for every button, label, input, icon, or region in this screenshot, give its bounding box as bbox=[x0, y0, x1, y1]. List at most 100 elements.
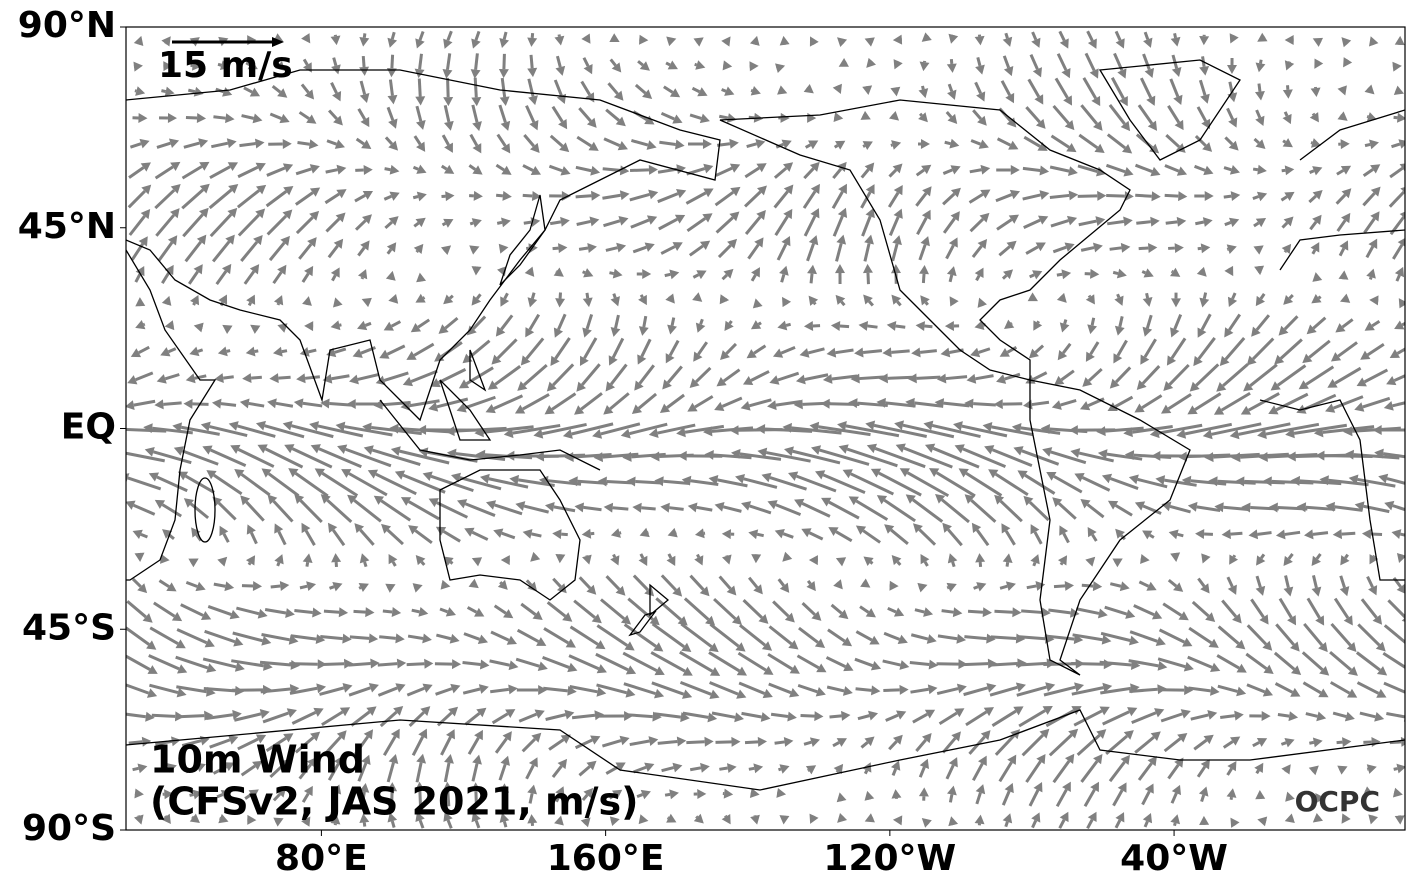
wind-vector-head bbox=[589, 216, 600, 227]
wind-vector bbox=[180, 603, 204, 617]
wind-vector-head bbox=[626, 476, 636, 487]
wind-vector-head bbox=[493, 528, 504, 538]
wind-vector bbox=[1177, 532, 1184, 538]
wind-vector bbox=[464, 395, 496, 410]
wind-vector bbox=[663, 85, 674, 94]
wind-vector-head bbox=[1268, 502, 1278, 513]
wind-vector bbox=[921, 273, 926, 284]
wind-vector-head bbox=[681, 475, 692, 486]
wind-vector bbox=[1134, 163, 1153, 173]
wind-vector-head bbox=[669, 269, 680, 280]
wind-vector-head bbox=[501, 143, 511, 154]
wind-vector bbox=[496, 133, 507, 147]
wind-vector-head bbox=[722, 60, 733, 71]
wind-vector bbox=[1363, 368, 1389, 384]
wind-vector bbox=[581, 363, 601, 386]
wind-vector bbox=[1034, 344, 1045, 354]
wind-vector bbox=[603, 137, 621, 148]
wind-vector-head bbox=[214, 373, 224, 384]
wind-vector bbox=[203, 686, 236, 693]
wind-vector bbox=[669, 506, 684, 511]
wind-vector bbox=[264, 447, 304, 469]
wind-vector bbox=[181, 449, 219, 466]
wind-vector bbox=[860, 168, 870, 179]
wind-vector-head bbox=[1124, 191, 1134, 202]
wind-vector-head bbox=[726, 113, 737, 123]
wind-vector bbox=[1335, 193, 1347, 205]
wind-vector-head bbox=[808, 140, 819, 150]
wind-vector-head bbox=[1097, 190, 1107, 201]
wind-vector-head bbox=[814, 638, 826, 648]
wind-vector bbox=[543, 627, 570, 645]
wind-vector bbox=[1188, 686, 1211, 693]
wind-vector-head bbox=[555, 553, 566, 564]
wind-vector-head bbox=[924, 443, 936, 453]
wind-vector-head bbox=[735, 473, 746, 484]
wind-vector bbox=[161, 89, 167, 94]
wind-vector-head bbox=[146, 688, 158, 698]
wind-vector-head bbox=[385, 583, 396, 593]
wind-vector bbox=[301, 272, 310, 283]
wind-vector bbox=[332, 57, 338, 67]
wind-vector-head bbox=[586, 760, 597, 771]
wind-vector bbox=[1010, 321, 1013, 325]
wind-vector-head bbox=[269, 373, 279, 384]
wind-vector-head bbox=[1312, 272, 1323, 282]
wind-vector bbox=[1389, 166, 1404, 179]
wind-vector-head bbox=[1066, 215, 1078, 226]
wind-vector bbox=[665, 61, 671, 67]
wind-vector bbox=[329, 585, 335, 590]
wind-vector-head bbox=[529, 120, 539, 131]
wind-vector bbox=[1025, 245, 1039, 255]
wind-vector-head bbox=[1193, 355, 1203, 367]
wind-vector bbox=[713, 597, 737, 620]
y-tick-label: 90°N bbox=[18, 5, 116, 46]
wind-vector-head bbox=[1150, 166, 1161, 177]
wind-vector-head bbox=[1068, 190, 1079, 201]
wind-vector bbox=[777, 578, 785, 587]
wind-vector-head bbox=[193, 86, 204, 97]
wind-vector bbox=[576, 135, 592, 148]
wind-vector-head bbox=[726, 585, 737, 596]
wind-vector bbox=[1049, 165, 1070, 173]
wind-vector-head bbox=[1046, 471, 1057, 481]
wind-vector bbox=[1141, 365, 1161, 385]
wind-vector bbox=[178, 714, 205, 719]
wind-vector-head bbox=[1123, 167, 1134, 177]
wind-vector-head bbox=[550, 355, 560, 367]
wind-vector-head bbox=[587, 243, 597, 253]
wind-vector-head bbox=[170, 208, 180, 219]
wind-vector-head bbox=[464, 527, 475, 537]
wind-vector-head bbox=[1170, 552, 1181, 562]
wind-vector-head bbox=[261, 635, 272, 646]
wind-vector-head bbox=[749, 788, 760, 798]
wind-vector bbox=[1027, 78, 1041, 98]
wind-vector bbox=[996, 137, 1012, 147]
wind-vector-head bbox=[1068, 728, 1079, 739]
wind-vector bbox=[1128, 659, 1159, 668]
wind-vector-head bbox=[306, 581, 317, 592]
wind-vector bbox=[744, 166, 760, 179]
wind-vector bbox=[780, 273, 786, 283]
wind-vector bbox=[1395, 274, 1401, 282]
wind-vector bbox=[888, 740, 898, 751]
wind-vector-head bbox=[837, 37, 848, 48]
wind-vector-head bbox=[597, 476, 607, 487]
wind-vector-head bbox=[363, 445, 374, 455]
wind-vector bbox=[1057, 502, 1077, 520]
wind-vector bbox=[1045, 709, 1075, 728]
wind-vector bbox=[377, 662, 398, 667]
wind-vector bbox=[545, 713, 566, 721]
wind-vector-head bbox=[416, 191, 427, 202]
wind-vector bbox=[774, 215, 789, 236]
wind-vector-head bbox=[166, 582, 177, 592]
wind-vector-head bbox=[147, 665, 158, 674]
wind-vector-head bbox=[415, 96, 426, 106]
wind-vector-head bbox=[1208, 476, 1218, 487]
wind-vector-head bbox=[183, 398, 193, 409]
wind-vector-head bbox=[309, 187, 321, 197]
wind-vector-head bbox=[1035, 118, 1046, 129]
wind-vector bbox=[1050, 134, 1070, 149]
wind-vector bbox=[989, 661, 1018, 667]
wind-vector bbox=[1099, 660, 1132, 667]
